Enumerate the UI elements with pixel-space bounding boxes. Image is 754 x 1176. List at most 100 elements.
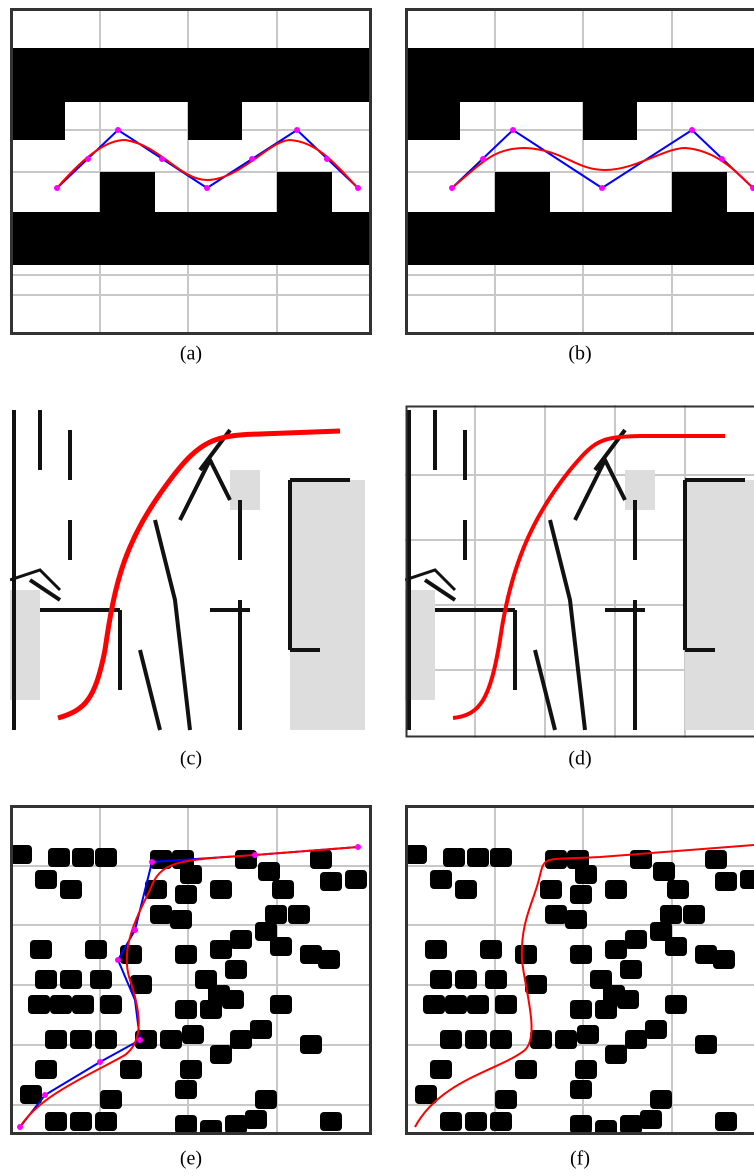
obstacle xyxy=(605,940,627,959)
obstacle xyxy=(467,848,489,867)
obstacle xyxy=(570,1000,592,1019)
caption: (e) xyxy=(180,1148,202,1170)
obstacle xyxy=(72,848,94,867)
obstacle xyxy=(300,1035,322,1054)
obstacle xyxy=(35,970,57,989)
obstacle xyxy=(50,995,72,1014)
caption: (b) xyxy=(568,343,591,365)
obstacle xyxy=(210,880,232,899)
obstacle xyxy=(570,945,592,964)
obstacle xyxy=(250,1020,272,1039)
obstacle xyxy=(258,862,280,881)
obstacle xyxy=(665,995,687,1014)
obstacle xyxy=(225,1115,247,1134)
obstacle xyxy=(625,1030,647,1049)
obstacle xyxy=(320,1112,342,1131)
caption: (a) xyxy=(180,343,202,365)
obstacle xyxy=(480,940,502,959)
obstacle xyxy=(545,905,567,924)
obstacle xyxy=(20,1085,42,1104)
obstacle xyxy=(120,1060,142,1079)
obstacle xyxy=(465,1030,487,1049)
obstacle xyxy=(265,905,287,924)
obstacle xyxy=(48,848,70,867)
obstacle xyxy=(160,1030,182,1049)
obstacle xyxy=(715,872,737,891)
obstacle xyxy=(72,995,94,1014)
obstacle xyxy=(695,1035,717,1054)
obstacle xyxy=(210,1045,232,1064)
panel-f xyxy=(405,805,754,1139)
obstacle xyxy=(740,870,754,889)
panel-a xyxy=(10,8,372,335)
obstacle xyxy=(210,940,232,959)
caption: (d) xyxy=(568,748,591,770)
obstacle xyxy=(180,865,202,884)
obstacle xyxy=(625,930,647,949)
obstacle xyxy=(320,872,342,891)
obstacle xyxy=(440,1112,462,1131)
obstacle xyxy=(288,905,310,924)
obstacle xyxy=(430,1060,452,1079)
obstacle xyxy=(653,862,675,881)
obstacle xyxy=(35,1060,57,1079)
caption: (f) xyxy=(570,1148,590,1170)
obstacle xyxy=(665,937,687,956)
obstacle xyxy=(530,1030,552,1049)
obstacle xyxy=(175,1000,197,1019)
obstacle xyxy=(145,880,167,899)
obstacle xyxy=(35,870,57,889)
obstacle xyxy=(10,845,32,864)
obstacle xyxy=(85,940,107,959)
obstacle xyxy=(605,880,627,899)
obstacle xyxy=(150,905,172,924)
obstacle xyxy=(440,1030,462,1049)
obstacle xyxy=(467,995,489,1014)
obstacle xyxy=(490,1112,512,1131)
obstacle xyxy=(90,970,112,989)
obstacle xyxy=(650,1090,672,1109)
obstacle xyxy=(620,1115,642,1134)
obstacle xyxy=(495,1090,517,1109)
panel-d xyxy=(405,405,754,738)
obstacle xyxy=(405,845,427,864)
obstacle xyxy=(425,940,447,959)
obstacle xyxy=(575,1060,597,1079)
obstacle xyxy=(455,880,477,899)
panel-b xyxy=(405,8,754,335)
obstacle xyxy=(120,945,142,964)
obstacle xyxy=(465,1112,487,1131)
obstacle xyxy=(95,848,117,867)
obstacle xyxy=(230,1030,252,1049)
panel-e xyxy=(10,805,372,1139)
obstacle xyxy=(70,1112,92,1131)
obstacle xyxy=(100,1090,122,1109)
obstacle xyxy=(490,1030,512,1049)
obstacle xyxy=(222,990,244,1009)
control-point xyxy=(42,1092,48,1098)
obstacle xyxy=(595,1000,617,1019)
obstacle xyxy=(705,850,727,869)
obstacle xyxy=(575,865,597,884)
panel-c xyxy=(10,410,365,730)
obstacle xyxy=(495,995,517,1014)
obstacle xyxy=(415,1085,437,1104)
obstacle xyxy=(683,905,705,924)
obstacle xyxy=(423,995,445,1014)
obstacle xyxy=(175,1115,197,1134)
obstacle xyxy=(540,880,562,899)
obstacle xyxy=(60,970,82,989)
obstacle xyxy=(230,930,252,949)
obstacle xyxy=(175,945,197,964)
obstacle xyxy=(515,945,537,964)
control-point xyxy=(137,1037,143,1043)
obstacle xyxy=(570,1080,592,1099)
obstacle xyxy=(620,960,642,979)
obstacle xyxy=(60,880,82,899)
obstacle xyxy=(200,1000,222,1019)
obstacle xyxy=(272,880,294,899)
obstacle xyxy=(455,970,477,989)
control-point xyxy=(355,844,361,850)
obstacle xyxy=(485,970,507,989)
obstacle xyxy=(200,1120,222,1139)
